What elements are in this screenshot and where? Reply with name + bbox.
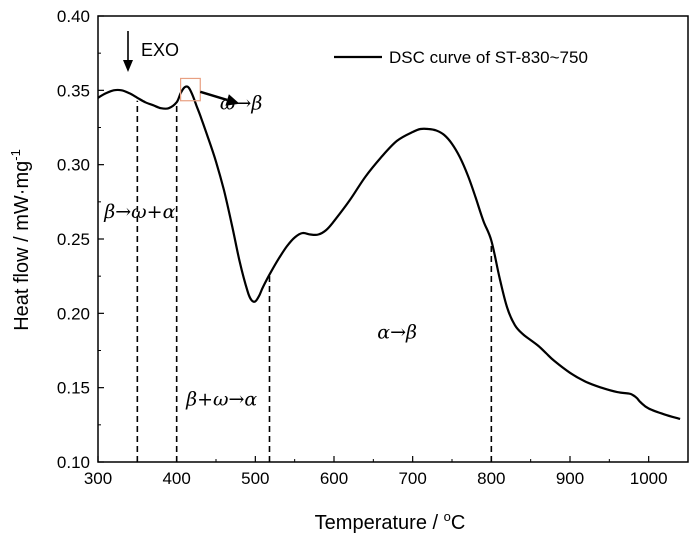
- x-axis-ticks: 300 400 500 600 700 800 900 1000: [84, 456, 668, 488]
- y-tick-label: 0.40: [57, 7, 90, 26]
- y-tick-label: 0.20: [57, 304, 90, 323]
- x-tick-label: 700: [398, 469, 426, 488]
- y-tick-label: 0.35: [57, 81, 90, 100]
- exo-arrow-head: [123, 60, 133, 72]
- x-tick-label: 900: [556, 469, 584, 488]
- phase-annotation: α→β: [377, 322, 417, 344]
- dsc-curve-line: [97, 85, 681, 420]
- annotations: ω→β β→ω+α α→β β+ω→α: [103, 93, 417, 411]
- transition-arrow: [199, 90, 228, 102]
- phase-annotation: β→ω+α: [103, 201, 175, 223]
- reference-lines: [136, 100, 493, 462]
- highlight-box: [180, 77, 201, 102]
- phase-annotation: β+ω→α: [185, 389, 257, 411]
- phase-annotation: ω→β: [220, 93, 262, 115]
- x-tick-label: 600: [320, 469, 348, 488]
- x-tick-label: 1000: [630, 469, 668, 488]
- legend: DSC curve of ST-830~750: [334, 48, 588, 67]
- legend-label: DSC curve of ST-830~750: [389, 48, 588, 67]
- y-tick-label: 0.10: [57, 453, 90, 472]
- y-tick-label: 0.25: [57, 230, 90, 249]
- y-tick-label: 0.15: [57, 379, 90, 398]
- x-tick-label: 800: [477, 469, 505, 488]
- x-tick-label: 300: [84, 469, 112, 488]
- y-axis-title: Heat flow / mW·mg-1: [8, 149, 33, 331]
- x-tick-label: 500: [241, 469, 269, 488]
- plot-area: [97, 15, 689, 463]
- y-tick-label: 0.30: [57, 156, 90, 175]
- y-axis-ticks: 0.10 0.15 0.20 0.25 0.30 0.35 0.40: [57, 7, 104, 472]
- transition-arrowhead: [225, 94, 240, 106]
- exo-label: EXO: [141, 40, 179, 60]
- x-tick-label: 400: [162, 469, 190, 488]
- x-axis-title: Temperature / oC: [315, 509, 466, 534]
